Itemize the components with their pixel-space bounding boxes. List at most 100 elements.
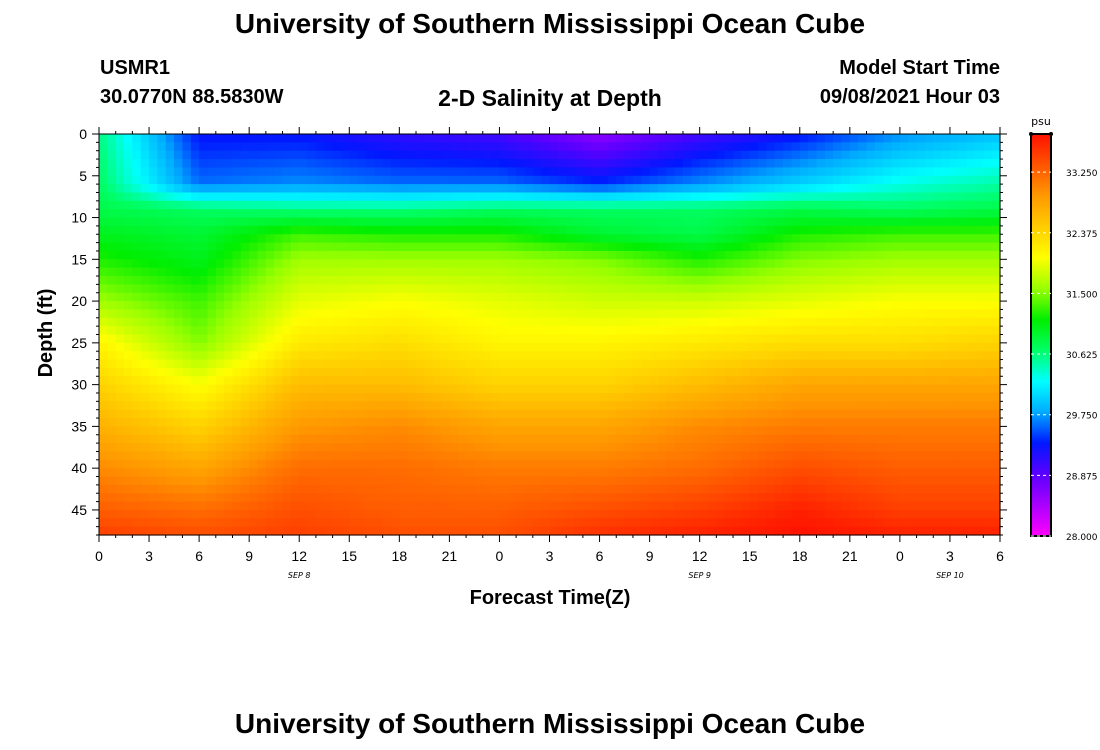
heatmap-cell bbox=[616, 426, 626, 436]
heatmap-cell bbox=[457, 242, 467, 252]
heatmap-cell bbox=[733, 184, 742, 194]
heatmap-cell bbox=[524, 234, 534, 244]
heatmap-cell bbox=[991, 426, 1001, 436]
heatmap-cell bbox=[332, 409, 342, 419]
heatmap-cell bbox=[491, 426, 501, 436]
heatmap-cell bbox=[324, 284, 334, 294]
heatmap-cell bbox=[265, 200, 275, 210]
heatmap-cell bbox=[365, 200, 375, 210]
heatmap-cell bbox=[783, 409, 793, 419]
heatmap-cell bbox=[299, 142, 309, 152]
heatmap-cell bbox=[624, 392, 634, 402]
heatmap-cell bbox=[149, 159, 158, 169]
heatmap-cell bbox=[983, 401, 993, 411]
heatmap-cell bbox=[649, 276, 659, 285]
heatmap-cell bbox=[149, 367, 158, 377]
heatmap-cell bbox=[466, 359, 476, 369]
heatmap-cell bbox=[357, 367, 367, 377]
heatmap-cell bbox=[616, 351, 626, 361]
heatmap-cell bbox=[332, 167, 342, 177]
heatmap-cell bbox=[557, 142, 567, 152]
heatmap-cell bbox=[749, 334, 759, 344]
heatmap-cell bbox=[457, 184, 467, 194]
heatmap-cell bbox=[199, 217, 209, 227]
heatmap-cell bbox=[716, 167, 726, 177]
heatmap-cell bbox=[924, 242, 934, 252]
heatmap-cell bbox=[899, 225, 909, 235]
heatmap-cell bbox=[591, 242, 601, 252]
heatmap-cell bbox=[182, 443, 192, 453]
heatmap-cell bbox=[657, 292, 667, 302]
heatmap-cell bbox=[157, 225, 167, 235]
heatmap-cell bbox=[699, 434, 709, 444]
heatmap-cell bbox=[708, 459, 717, 469]
heatmap-cell bbox=[874, 384, 884, 394]
heatmap-cell bbox=[249, 459, 259, 469]
heatmap-cell bbox=[733, 267, 742, 277]
heatmap-cell bbox=[741, 342, 751, 352]
heatmap-cell bbox=[724, 359, 734, 369]
heatmap-cell bbox=[749, 225, 759, 235]
heatmap-cell bbox=[891, 409, 901, 419]
heatmap-cell bbox=[474, 250, 484, 260]
heatmap-cell bbox=[182, 317, 192, 327]
heatmap-cell bbox=[557, 501, 567, 511]
heatmap-cell bbox=[299, 242, 309, 252]
heatmap-cell bbox=[149, 484, 158, 494]
heatmap-cell bbox=[791, 459, 801, 469]
heatmap-cell bbox=[457, 292, 467, 302]
heatmap-cell bbox=[924, 434, 934, 444]
heatmap-cell bbox=[666, 367, 676, 377]
heatmap-cell bbox=[290, 342, 300, 352]
heatmap-cell bbox=[799, 426, 809, 436]
heatmap-cell bbox=[607, 384, 617, 394]
heatmap-cell bbox=[891, 292, 901, 302]
heatmap-cell bbox=[115, 392, 125, 402]
heatmap-cell bbox=[799, 242, 809, 252]
heatmap-cell bbox=[724, 509, 734, 519]
heatmap-cell bbox=[224, 259, 234, 269]
heatmap-cell bbox=[808, 434, 818, 444]
heatmap-cell bbox=[741, 367, 751, 377]
heatmap-cell bbox=[240, 225, 250, 235]
heatmap-cell bbox=[549, 501, 559, 511]
heatmap-cell bbox=[190, 225, 200, 235]
heatmap-cell bbox=[816, 234, 826, 244]
heatmap-cell bbox=[232, 167, 242, 177]
heatmap-cell bbox=[991, 334, 1001, 344]
heatmap-cell bbox=[983, 259, 993, 269]
heatmap-cell bbox=[708, 184, 717, 194]
heatmap-cell bbox=[274, 200, 284, 210]
heatmap-cell bbox=[824, 401, 834, 411]
heatmap-cell bbox=[966, 234, 976, 244]
heatmap-cell bbox=[257, 367, 267, 377]
heatmap-cell bbox=[174, 209, 184, 219]
heatmap-cell bbox=[949, 418, 959, 427]
heatmap-cell bbox=[265, 418, 275, 427]
heatmap-cell bbox=[924, 142, 934, 152]
heatmap-cell bbox=[899, 392, 909, 402]
heatmap-cell bbox=[124, 192, 133, 202]
heatmap-cell bbox=[924, 267, 934, 277]
heatmap-cell bbox=[190, 434, 200, 444]
heatmap-cell bbox=[866, 200, 876, 210]
heatmap-cell bbox=[808, 392, 818, 402]
heatmap-cell bbox=[783, 501, 793, 511]
heatmap-cell bbox=[165, 317, 175, 327]
heatmap-cell bbox=[299, 484, 309, 494]
heatmap-cell bbox=[791, 317, 801, 327]
heatmap-cell bbox=[365, 443, 375, 453]
heatmap-cell bbox=[883, 451, 893, 461]
heatmap-cell bbox=[599, 242, 609, 252]
heatmap-cell bbox=[649, 476, 659, 486]
heatmap-cell bbox=[741, 401, 751, 411]
heatmap-cell bbox=[115, 142, 125, 152]
heatmap-cell bbox=[132, 276, 142, 285]
heatmap-cell bbox=[941, 167, 951, 177]
heatmap-cell bbox=[682, 250, 692, 260]
heatmap-cell bbox=[557, 200, 567, 210]
heatmap-cell bbox=[224, 392, 234, 402]
heatmap-cell bbox=[432, 401, 442, 411]
heatmap-cell bbox=[532, 175, 542, 185]
heatmap-cell bbox=[841, 426, 851, 436]
